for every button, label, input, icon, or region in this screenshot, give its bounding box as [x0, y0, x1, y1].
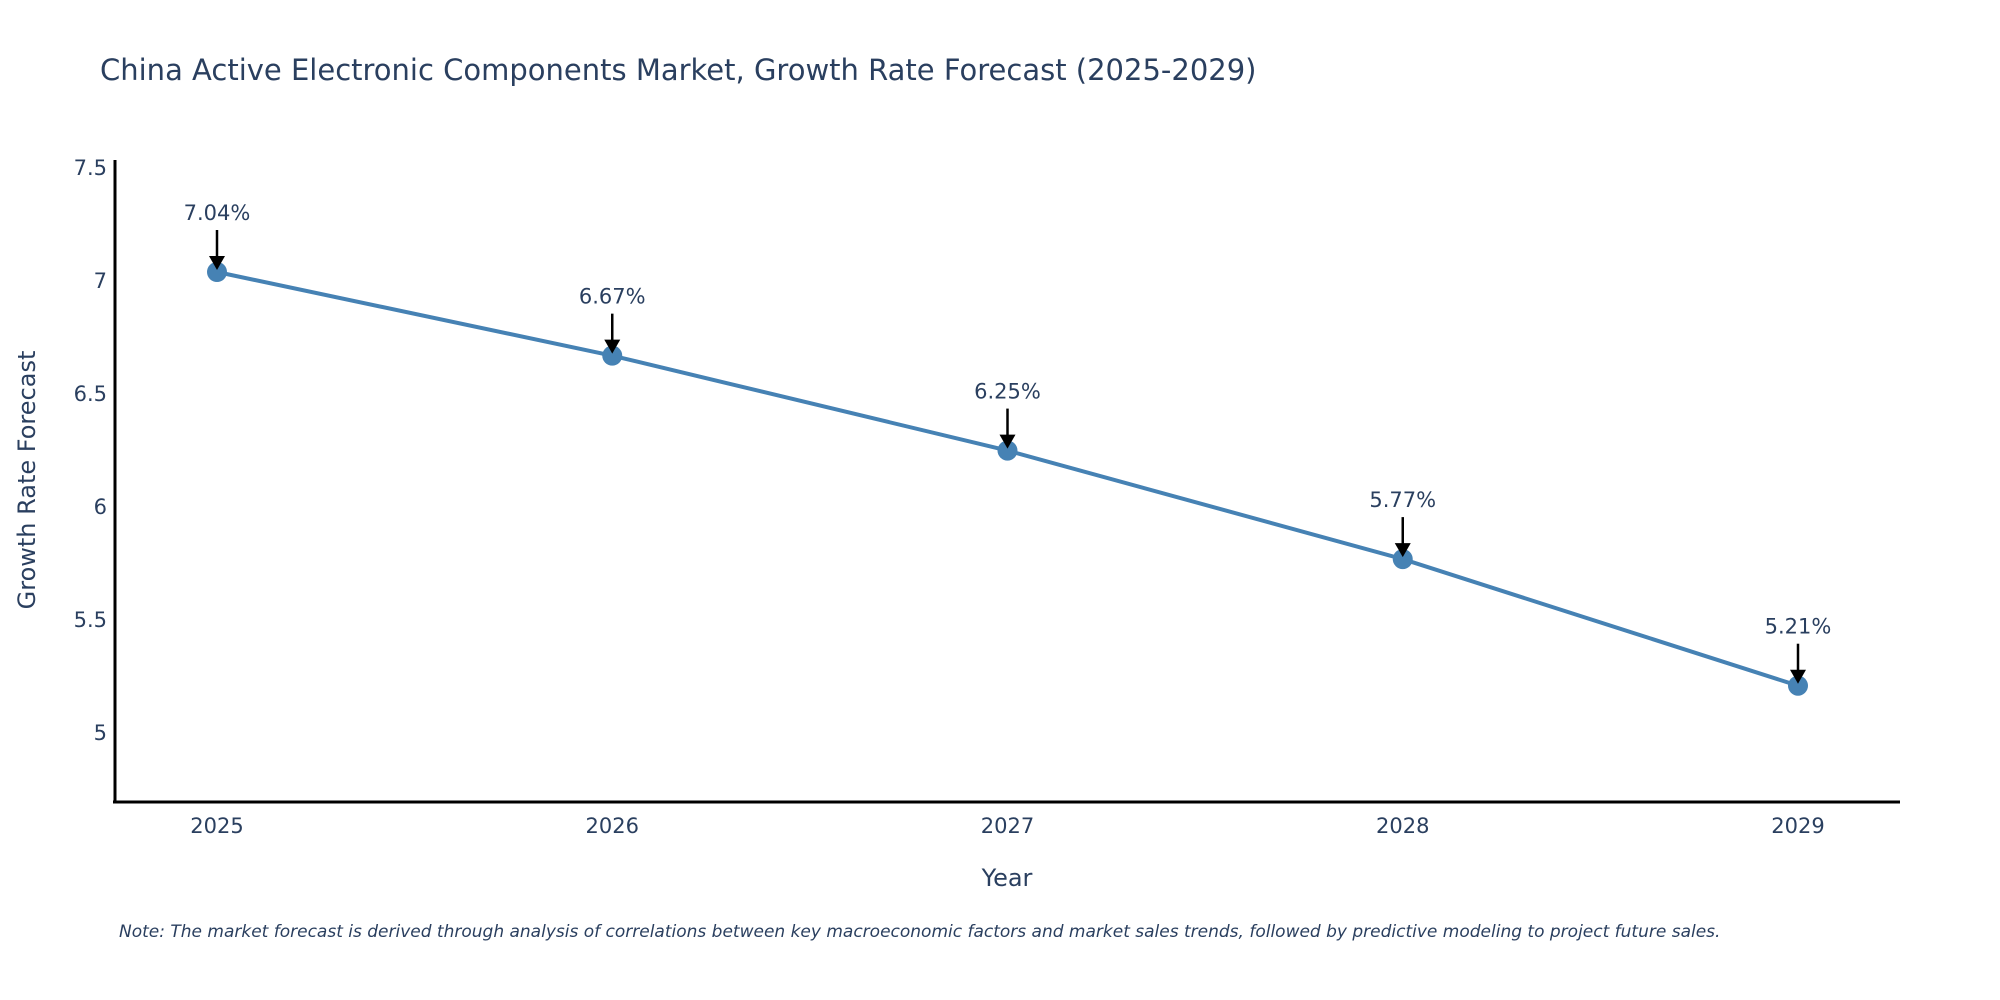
y-tick-label: 6.5	[74, 382, 107, 406]
data-point[interactable]	[1392, 549, 1413, 570]
data-point[interactable]	[997, 440, 1018, 461]
data-point[interactable]	[1788, 675, 1808, 696]
x-tick-label: 2025	[190, 814, 243, 838]
y-axis-title: Growth Rate Forecast	[13, 351, 41, 610]
x-tick-label: 2029	[1771, 814, 1824, 838]
y-tick-label: 5	[94, 721, 107, 745]
data-label: 5.21%	[1765, 615, 1832, 639]
series-line	[216, 270, 1799, 688]
arrow-head-icon	[1790, 669, 1806, 684]
arrow-head-icon	[604, 339, 621, 354]
data-label: 7.04%	[184, 201, 251, 225]
arrow-head-icon	[999, 434, 1016, 449]
x-axis-title: Year	[981, 864, 1033, 892]
series-growth-rate	[207, 261, 1808, 696]
y-tick-label: 7	[94, 269, 107, 293]
arrow-head-icon	[209, 255, 225, 270]
chart-note: Note: The market forecast is derived thr…	[119, 922, 1720, 942]
y-tick-label: 6	[94, 495, 107, 519]
data-point[interactable]	[207, 261, 227, 282]
data-label: 6.67%	[579, 285, 646, 309]
data-label: 5.77%	[1369, 488, 1436, 512]
y-tick-label: 5.5	[74, 608, 107, 632]
chart-title: China Active Electronic Components Marke…	[100, 53, 1257, 87]
annotations: 7.04% 6.67% 6.25% 5.77% 5.21%	[184, 201, 1832, 684]
data-point[interactable]	[602, 345, 623, 366]
x-tick-label: 2028	[1376, 814, 1429, 838]
data-label: 6.25%	[974, 380, 1041, 404]
x-tick-label: 2026	[586, 814, 639, 838]
y-axis-ticks: 5 5.5 6 6.5 7 7.5	[74, 156, 107, 745]
x-axis-ticks: 2025 2026 2027 2028 2029	[190, 814, 1824, 838]
arrow-head-icon	[1394, 543, 1411, 558]
x-tick-label: 2027	[981, 814, 1034, 838]
y-tick-label: 7.5	[74, 156, 107, 180]
